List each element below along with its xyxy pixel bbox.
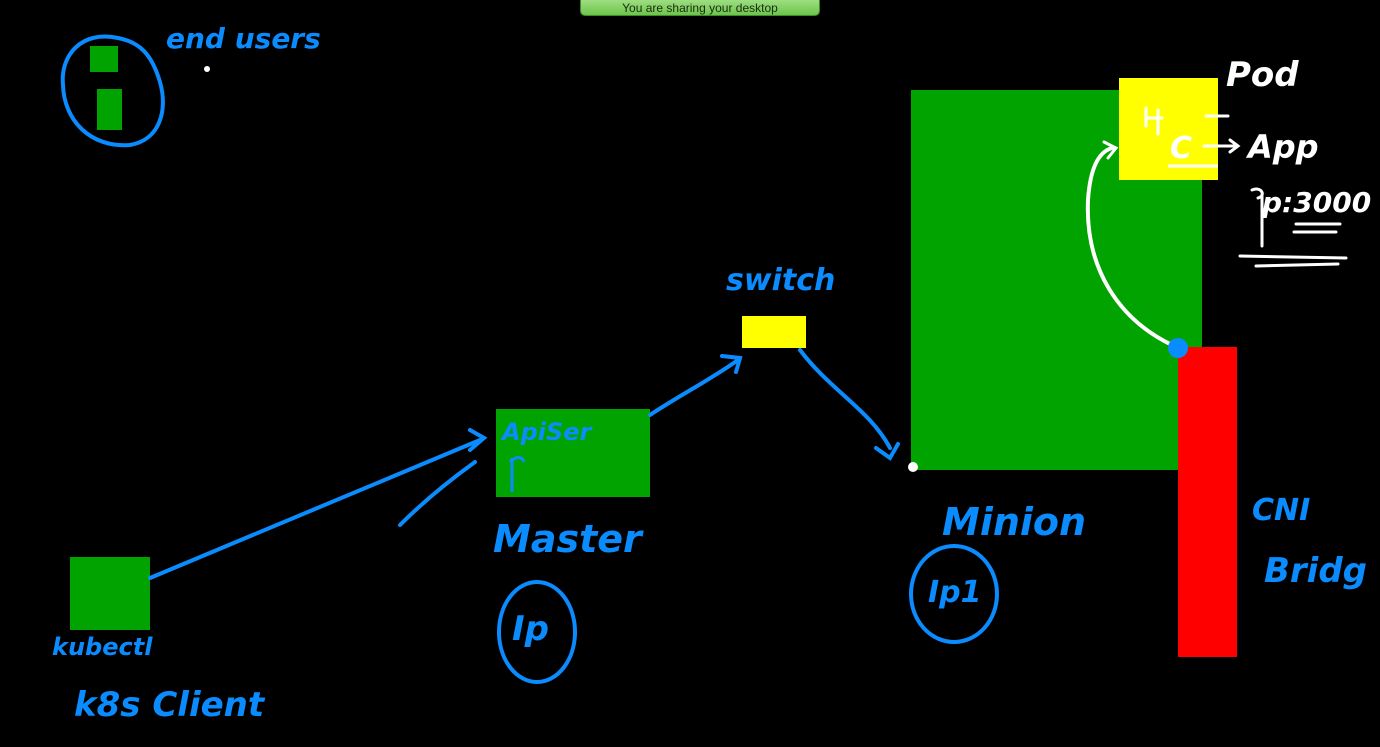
switch-box [742,316,806,348]
end-users-label: end users [166,22,321,55]
port-label: p:3000 [1261,186,1371,219]
kubectl-label: kubectl [52,633,153,661]
k8s-client-label: k8s Client [74,685,266,725]
kubectl-box [70,557,150,630]
arrow-head [874,442,900,461]
port-marker [1238,187,1348,268]
minion-ip-circle [909,544,999,644]
pod-box [1119,78,1218,180]
switch-label: switch [726,263,835,298]
bridge-label: Bridg [1264,551,1367,591]
switch-group: switch [726,263,835,348]
master-ip-label: Ip [512,609,549,649]
app-label: App [1245,128,1319,166]
kubectl-group: kubectl k8s Client [52,557,266,725]
ink-dot [204,66,210,72]
pod-group: C Pod App p:3000 [1119,55,1371,268]
switch-to-minion-arrow [798,348,892,450]
pod-glyph-stroke [1144,106,1164,136]
api-server-label: ApiSer [500,418,594,446]
end-user-device [97,89,122,130]
master-box [496,409,650,497]
cni-bridge-box [1178,347,1237,657]
end-user-device [90,46,118,72]
pod-container-label: C [1170,131,1192,166]
master-group: ApiSer Master Ip [493,409,650,684]
api-server-stroke [508,456,526,492]
return-stroke [398,460,477,527]
end-users-circle [60,34,165,148]
desktop-sharing-banner[interactable]: You are sharing your desktop [580,0,820,16]
arrow-head [720,354,743,374]
master-ip-circle [497,580,577,684]
master-to-switch-arrow [648,358,740,417]
ink-dot [908,462,918,472]
arrow-head [1102,140,1119,160]
arrow-head [468,428,488,452]
cni-label: CNI [1252,493,1310,528]
bridge-connector-dot [1168,338,1188,358]
bridge-to-pod-curve [1085,146,1174,347]
master-label: Master [493,517,644,561]
kubectl-to-apiserver-arrow [148,438,482,580]
cni-bridge-group: CNI Bridg [1168,338,1367,657]
minion-label: Minion [942,500,1086,544]
app-arrow [1202,138,1241,154]
pod-label: Pod [1226,55,1299,95]
end-users-group: end users [60,22,321,148]
minion-ip-label: Ip1 [928,575,982,610]
